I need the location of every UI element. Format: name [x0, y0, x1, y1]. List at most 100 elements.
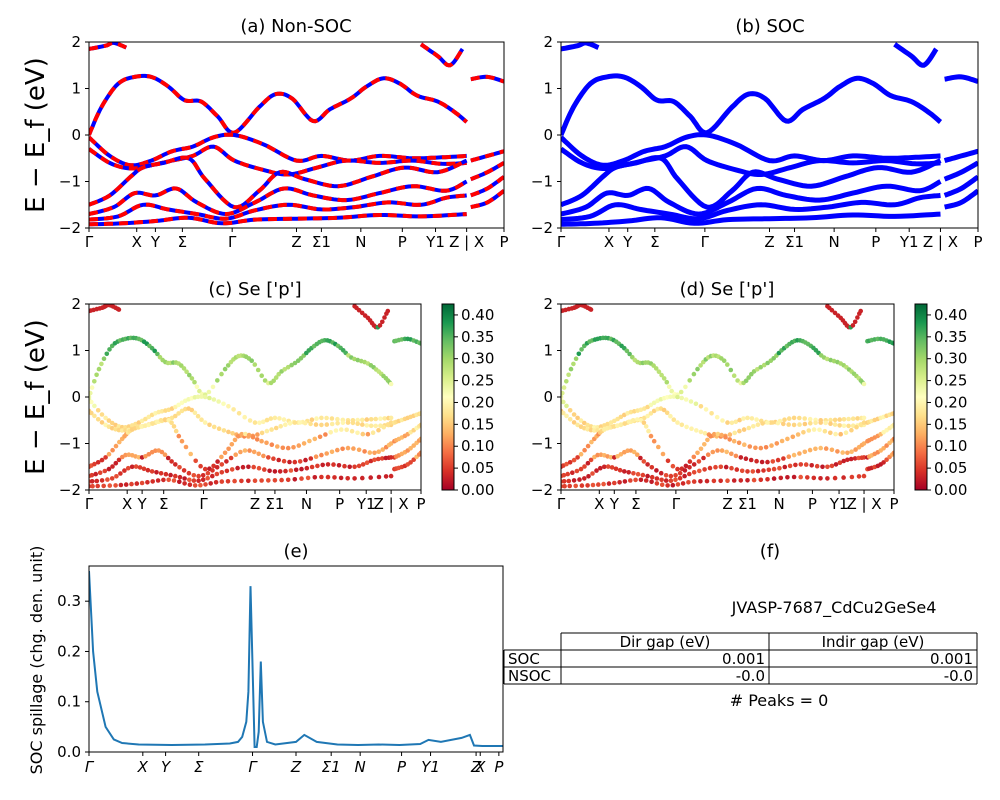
- band-point: [92, 413, 97, 419]
- xtick-label: P: [889, 495, 898, 513]
- band-point: [308, 456, 314, 461]
- band-point: [278, 424, 284, 429]
- band-point: [329, 449, 335, 455]
- band-point: [738, 478, 744, 483]
- band-point: [215, 459, 220, 464]
- band-point: [181, 468, 187, 473]
- band-point: [305, 475, 311, 481]
- band-point: [285, 445, 291, 451]
- band-point: [683, 397, 689, 402]
- band-point: [848, 456, 854, 462]
- band-point: [408, 446, 413, 451]
- band-point: [694, 428, 699, 433]
- xtick-label: Γ: [85, 495, 94, 513]
- xtick-label: Y: [161, 758, 172, 776]
- band-point: [179, 400, 185, 406]
- band-point: [668, 413, 673, 419]
- band-point: [106, 466, 112, 472]
- band-point: [251, 449, 257, 455]
- band-point: [250, 434, 256, 440]
- band-line: [561, 132, 941, 168]
- band-line: [943, 148, 978, 163]
- band-point: [184, 369, 189, 375]
- band-point: [654, 476, 660, 481]
- band-point: [368, 475, 374, 480]
- band-point: [191, 478, 197, 483]
- band-point: [99, 478, 105, 483]
- band-point: [631, 471, 636, 476]
- band-point: [739, 468, 745, 474]
- band-point: [680, 481, 686, 486]
- band-point: [136, 455, 142, 460]
- band-point: [89, 399, 94, 405]
- colorbar-tick-label: 0.25: [934, 372, 967, 390]
- band-point: [365, 431, 371, 437]
- band-point: [713, 464, 718, 470]
- band-point: [376, 456, 381, 462]
- band-point: [849, 474, 855, 480]
- band-point: [418, 411, 421, 416]
- band-point: [94, 478, 100, 484]
- band-point: [252, 362, 258, 367]
- ytick-label: 0: [71, 126, 81, 144]
- colorbar-tick-label: 0.20: [934, 393, 967, 411]
- band-point: [275, 444, 280, 449]
- band-point: [622, 469, 627, 474]
- band-point: [571, 457, 577, 463]
- band-point: [708, 434, 713, 439]
- band-point: [255, 367, 261, 373]
- band-point: [627, 351, 632, 357]
- band-point: [116, 307, 122, 312]
- band-point: [154, 419, 160, 425]
- band-point: [418, 436, 421, 442]
- band-point: [749, 416, 755, 421]
- xtick-label: Σ1: [265, 495, 284, 513]
- band-point: [380, 319, 385, 325]
- band-point: [741, 427, 747, 432]
- band-line: [944, 188, 978, 210]
- band-line: [470, 189, 504, 210]
- band-point: [102, 468, 108, 474]
- band-line: [470, 161, 504, 182]
- band-point: [698, 363, 703, 368]
- band-point: [114, 474, 119, 479]
- band-point: [214, 465, 220, 470]
- band-point: [665, 483, 670, 488]
- band-point: [592, 424, 597, 430]
- band-point: [252, 478, 258, 484]
- band-point: [96, 366, 102, 372]
- band-point: [590, 471, 595, 476]
- colorbar-ticks: 0.40 0.35 0.30 0.25 0.20 0.15 0.10 0.05 0.00 0.40…: [454, 306, 967, 499]
- band-point: [257, 420, 262, 426]
- ytick-label: 0.1: [57, 693, 81, 711]
- band-point: [119, 424, 125, 430]
- band-point: [666, 384, 672, 390]
- band-point: [107, 347, 112, 352]
- band-point: [624, 348, 630, 354]
- band-point: [107, 483, 113, 488]
- band-point: [94, 372, 99, 378]
- band-line: [561, 179, 942, 217]
- band-point: [626, 419, 632, 425]
- band-point: [798, 474, 803, 480]
- band-point: [139, 424, 144, 429]
- band-point: [724, 449, 729, 455]
- band-point: [200, 473, 206, 478]
- band-point: [653, 366, 659, 371]
- band-point: [668, 473, 674, 479]
- band-point: [246, 432, 252, 438]
- band-point: [841, 475, 846, 480]
- band-point: [101, 483, 106, 489]
- band-point: [210, 473, 215, 479]
- band-point: [668, 478, 674, 484]
- band-point: [564, 461, 569, 467]
- band-point: [702, 467, 707, 472]
- band-point: [811, 427, 817, 432]
- band-point: [763, 445, 769, 450]
- band-point: [99, 420, 105, 425]
- band-point: [92, 403, 97, 409]
- band-point: [200, 477, 206, 483]
- band-point: [411, 443, 417, 448]
- band-point: [362, 449, 367, 454]
- band-point: [891, 341, 894, 346]
